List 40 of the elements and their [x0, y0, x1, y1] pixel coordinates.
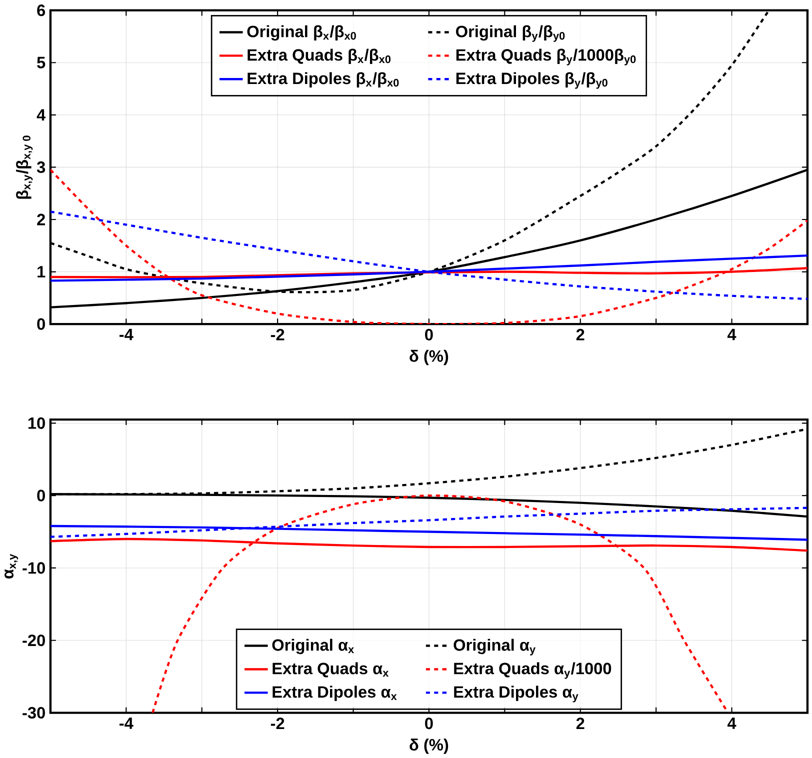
- y-tick-label: 1: [38, 266, 46, 278]
- y-tick-label: 5: [37, 56, 46, 68]
- y-tick-label: 6: [37, 4, 46, 16]
- y-tick-label: 0: [37, 318, 45, 330]
- y-axis-title: β$_{x,y}$/β$_{x,y 0}$: [16, 136, 33, 199]
- x-tick-label: 2: [576, 328, 584, 340]
- x-tick-label: 4: [727, 717, 736, 729]
- x-tick-label: 0: [425, 328, 433, 340]
- legend-label: Extra Dipoles α$_{y}$: [454, 686, 578, 702]
- x-tick-label: -4: [120, 328, 134, 340]
- y-tick-label: -10: [22, 562, 45, 574]
- legend-label: Extra Dipoles β$_{x}$/β$_{x0}$: [248, 72, 399, 88]
- y-tick-label: -30: [22, 706, 45, 718]
- legend-label: Extra Dipoles β$_{y}$/β$_{y0}$: [456, 72, 608, 89]
- legend-label: Extra Quads β$_{y}$/1000β$_{y0}$: [456, 48, 636, 66]
- legend-label: Original α$_{x}$: [272, 638, 354, 654]
- x-tick-label: 4: [727, 328, 736, 340]
- x-tick-label: 2: [576, 717, 584, 729]
- line-series: [50, 506, 808, 538]
- x-tick-label: -2: [270, 328, 284, 340]
- legend-label: Original α$_{y}$: [454, 638, 536, 656]
- y-tick-label: -20: [22, 634, 45, 646]
- legend-label: Extra Quads α$_{x}$: [272, 662, 389, 678]
- legend-label: Extra Quads α$_{y}$/1000: [454, 662, 612, 679]
- legend-label: Original β$_{x}$/β$_{x0}$: [247, 25, 356, 40]
- x-tick-label: -2: [270, 717, 284, 729]
- line-series: [50, 210, 808, 300]
- y-tick-label: 10: [28, 417, 45, 429]
- legend-label: Extra Dipoles α$_{x}$: [272, 686, 397, 701]
- y-tick-label: 3: [36, 161, 46, 173]
- legend-label: Original β$_{y}$/β$_{y0}$: [456, 25, 565, 42]
- x-axis-title: δ (%): [410, 350, 448, 365]
- y-tick-label: 2: [37, 214, 45, 226]
- y-tick-label: 4: [36, 109, 46, 120]
- legend-label: Extra Quads β$_{x}$/β$_{x0}$: [248, 48, 391, 64]
- y-axis-title: α$_{x,y}$: [4, 554, 18, 578]
- x-tick-label: -4: [120, 717, 134, 729]
- x-tick-label: 0: [425, 717, 433, 730]
- y-tick-label: 0: [37, 490, 45, 502]
- x-axis-title: δ (%): [410, 738, 448, 754]
